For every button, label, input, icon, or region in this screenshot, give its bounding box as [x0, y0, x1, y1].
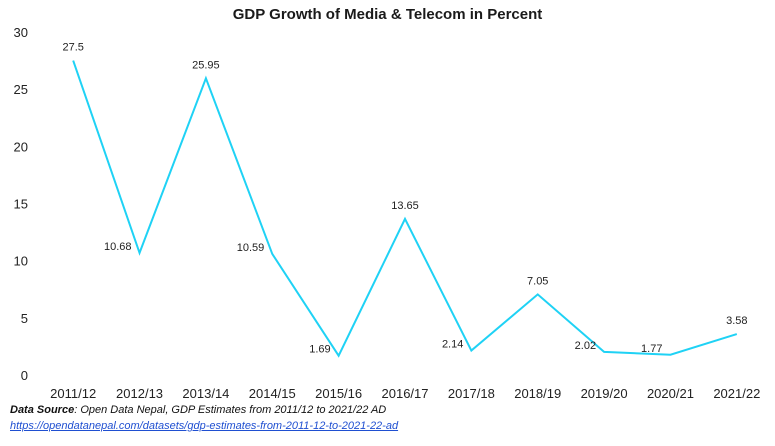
data-label: 27.5: [62, 42, 83, 54]
y-tick-label: 25: [14, 82, 28, 97]
data-label: 2.02: [575, 340, 596, 352]
data-source-link[interactable]: https://opendatanepal.com/datasets/gdp-e…: [10, 420, 399, 432]
data-label: 10.68: [104, 241, 132, 253]
series-line: [72, 60, 738, 358]
y-tick-label: 15: [14, 197, 28, 212]
chart-title: GDP Growth of Media & Telecom in Percent: [232, 6, 543, 23]
data-label: 1.77: [641, 343, 662, 355]
y-tick-label: 20: [14, 139, 28, 154]
data-label: 13.65: [391, 200, 419, 212]
y-tick-label: 30: [14, 25, 28, 40]
x-tick-label: 2015/16: [315, 386, 362, 401]
x-tick-label: 2018/19: [514, 386, 561, 401]
x-tick-label: 2017/18: [448, 386, 495, 401]
y-axis: 0 5 10 15 20 25 30: [14, 25, 28, 383]
x-tick-label: 2021/22: [713, 386, 760, 401]
x-tick-label: 2012/13: [116, 386, 163, 401]
data-label: 10.59: [237, 242, 265, 254]
data-source-text: : Open Data Nepal, GDP Estimates from 20…: [74, 404, 387, 416]
data-label: 2.14: [442, 339, 463, 351]
x-axis: 2011/12 2012/13 2013/14 2014/15 2015/16 2016/…: [50, 386, 760, 401]
data-label: 3.58: [726, 315, 747, 327]
x-tick-label: 2020/21: [647, 386, 694, 401]
y-tick-label: 5: [21, 311, 28, 326]
x-tick-label: 2019/20: [581, 386, 628, 401]
data-labels: 27.5 10.68 25.95 10.59 1.69 13.65 2.14 7.05 2.02…: [62, 42, 747, 356]
data-source-label: Data Source: [10, 404, 75, 416]
y-tick-label: 0: [21, 368, 28, 383]
x-tick-label: 2013/14: [182, 386, 229, 401]
x-tick-label: 2014/15: [249, 386, 296, 401]
data-label: 1.69: [309, 344, 330, 356]
data-source: Data Source: Open Data Nepal, GDP Estima…: [10, 404, 386, 416]
x-tick-label: 2016/17: [382, 386, 429, 401]
data-label: 7.05: [527, 275, 548, 287]
y-tick-label: 10: [14, 254, 28, 269]
x-tick-label: 2011/12: [50, 386, 96, 401]
data-label: 25.95: [192, 59, 220, 71]
